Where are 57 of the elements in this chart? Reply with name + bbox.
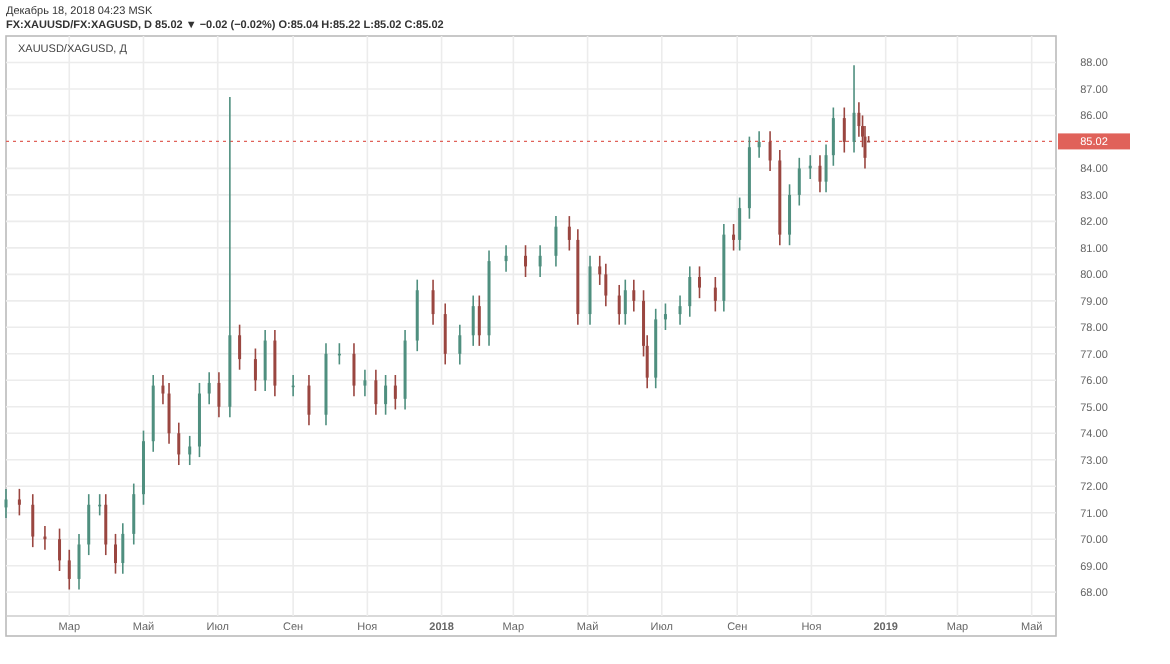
candlestick [713,276,717,313]
candlestick [121,522,125,575]
candlestick [797,157,801,207]
candlestick [604,262,608,307]
candlestick [842,106,846,154]
candlestick [818,154,822,194]
candlestick [253,347,257,392]
candlestick [17,488,21,517]
candlestick [688,265,692,318]
candlestick [431,278,435,326]
candlestick [852,64,856,154]
candlestick [4,488,8,519]
candlestick [167,382,171,445]
candlestick [632,278,636,313]
candlestick [161,374,165,405]
candlestick [738,196,742,252]
candlestick [504,244,508,273]
candlestick [768,130,772,172]
candlestick [104,493,108,556]
candlestick [458,323,462,366]
candlestick [273,329,277,397]
candlestick [384,374,388,416]
candlestick [538,244,542,278]
candlestick [363,368,367,397]
candlestick [698,265,702,299]
candlestick [567,215,571,252]
candlestick [623,278,627,326]
candlestick [263,329,267,392]
candlestick [554,215,558,268]
candlestick [31,493,35,548]
candlestick [132,482,136,546]
candlestick [58,527,62,572]
candlestick [67,548,71,591]
candlestick [524,244,528,278]
candlestick [352,342,356,397]
candlestick [732,223,736,252]
candlestick [678,294,682,326]
candlestick [757,130,761,159]
candlestick [77,533,81,591]
candlestick [307,374,311,427]
candlestick [788,183,792,247]
candlestick [374,368,378,416]
candlestick [617,284,621,326]
candlestick [663,302,667,331]
candlestick [588,255,592,326]
candlestick [443,302,447,366]
candlestick [207,371,211,405]
candlestick [831,106,835,167]
candlestick [477,294,481,347]
candlestick [217,371,221,419]
candlestick [177,421,181,466]
candlestick [471,294,475,347]
candlestick [238,323,242,371]
candlestick [87,493,91,556]
candlestick [393,374,397,411]
candlestick [141,429,145,506]
candlestick [824,143,828,194]
